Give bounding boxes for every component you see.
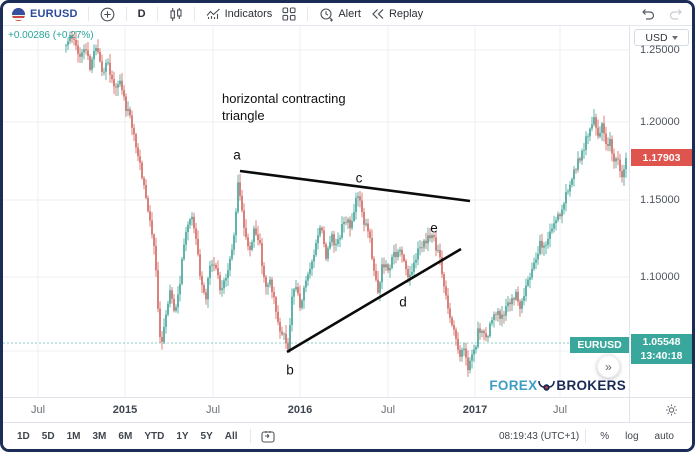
chart-style-button[interactable] xyxy=(164,3,188,25)
plus-circle-icon xyxy=(100,7,115,21)
indicators-label: Indicators xyxy=(224,8,273,20)
time-tick-label: 2017 xyxy=(462,404,488,416)
time-tick-label: 2015 xyxy=(112,404,138,416)
candlestick-icon xyxy=(170,7,182,21)
time-tick-label: 2016 xyxy=(287,404,313,416)
pattern-point-label: c xyxy=(356,171,363,186)
last-price-badge: 1.17903 xyxy=(631,149,692,166)
toolbar-right-group xyxy=(640,8,692,20)
price-change-label: +0.00286 (+0.27%) xyxy=(8,30,94,41)
range-button-5d[interactable]: 5D xyxy=(36,431,61,442)
range-button-1m[interactable]: 1M xyxy=(61,431,87,442)
alert-button[interactable]: Alert xyxy=(314,3,366,25)
currency-label: USD xyxy=(645,31,668,44)
pattern-point-label: a xyxy=(233,148,241,163)
annotation-title-line1: horizontal contracting xyxy=(222,91,346,106)
price-tick-label: 1.25000 xyxy=(640,44,680,56)
price-tick-label: 1.10000 xyxy=(640,271,680,283)
pattern-point-label: e xyxy=(430,221,438,236)
chevron-down-icon xyxy=(671,35,678,40)
gridlines xyxy=(3,26,629,397)
time-tick-label: Jul xyxy=(380,404,396,416)
range-button-1d[interactable]: 1D xyxy=(11,431,36,442)
pattern-annotation: a b c d e xyxy=(233,148,471,378)
chart-pane[interactable]: a b c d e +0.00286 (+0.27%) horizontal contr… xyxy=(3,26,629,397)
time-tick-label: Jul xyxy=(552,404,568,416)
chart-canvas[interactable]: a b c d e xyxy=(3,26,629,397)
compare-add-button[interactable] xyxy=(95,3,120,25)
toolbar-divider xyxy=(125,7,127,21)
symbol-price-time-badge: 1.05548 13:40:18 xyxy=(631,334,692,364)
watermark-brokers-text: BROKERS xyxy=(556,378,626,393)
scroll-to-realtime-button[interactable]: » xyxy=(597,355,620,378)
range-button-ytd[interactable]: YTD xyxy=(138,431,170,442)
bull-logo-icon xyxy=(538,380,556,391)
range-button-6m[interactable]: 6M xyxy=(112,431,138,442)
toolbar-divider xyxy=(156,7,158,21)
gear-icon xyxy=(666,404,677,416)
badge-price: 1.05548 xyxy=(642,336,681,348)
undo-icon xyxy=(642,9,655,20)
replay-label: Replay xyxy=(388,8,424,20)
range-button-5y[interactable]: 5Y xyxy=(195,431,219,442)
time-axis[interactable]: Jul 2015 Jul 2016 Jul 2017 Jul xyxy=(3,397,692,423)
bottom-divider xyxy=(585,429,587,443)
trendline[interactable] xyxy=(239,169,471,203)
redo-icon xyxy=(669,9,682,20)
forexbrokers-watermark: FOREX BROKERS xyxy=(489,378,626,393)
watermark-forex-text: FOREX xyxy=(489,378,538,393)
indicators-icon xyxy=(206,8,220,19)
scale-button-log[interactable]: log xyxy=(617,431,646,442)
bottom-toolbar: 1D 5D 1M 3M 6M YTD 1Y 5Y All 08:19:43 (UTC+1) % l… xyxy=(3,422,692,449)
range-button-1y[interactable]: 1Y xyxy=(170,431,194,442)
scale-button-auto[interactable]: auto xyxy=(647,431,682,442)
scale-buttons-group: % log auto xyxy=(592,431,682,442)
bottom-divider xyxy=(249,429,251,443)
interval-button[interactable]: D xyxy=(133,3,151,25)
replay-button[interactable]: Replay xyxy=(366,3,428,25)
range-button-3m[interactable]: 3M xyxy=(87,431,113,442)
candlestick-series xyxy=(65,31,627,377)
layout-grid-button[interactable] xyxy=(277,3,301,25)
toolbar-divider xyxy=(87,7,89,21)
price-tick-label: 1.20000 xyxy=(640,116,680,128)
annotation-title: horizontal contracting triangle xyxy=(222,90,346,124)
chart-settings-button[interactable] xyxy=(665,404,678,417)
chart-symbol-badge: EURUSD xyxy=(570,337,629,353)
go-to-date-icon xyxy=(261,430,275,443)
session-clock[interactable]: 08:19:43 (UTC+1) xyxy=(498,430,580,442)
top-toolbar: EURUSD D Indicators Alert Replay xyxy=(3,3,692,26)
price-axis[interactable]: USD 1.25000 1.20000 1.15000 1.10000 1.17903… xyxy=(629,26,692,397)
undo-button[interactable] xyxy=(640,8,655,20)
pattern-point-label: d xyxy=(399,295,407,310)
time-tick-label: Jul xyxy=(30,404,46,416)
time-tick-label: Jul xyxy=(205,404,221,416)
eurusd-flag-icon xyxy=(12,7,25,21)
alert-label: Alert xyxy=(338,8,361,20)
grid-layout-icon xyxy=(282,7,296,21)
range-buttons-group: 1D 5D 1M 3M 6M YTD 1Y 5Y All xyxy=(11,431,244,442)
indicators-button[interactable]: Indicators xyxy=(201,3,278,25)
alarm-clock-icon xyxy=(320,7,334,21)
pattern-point-label: b xyxy=(286,363,294,378)
badge-time: 13:40:18 xyxy=(640,350,683,362)
toolbar-divider xyxy=(307,7,309,21)
replay-rewind-icon xyxy=(372,9,384,19)
range-button-all[interactable]: All xyxy=(219,431,244,442)
price-tick-label: 1.15000 xyxy=(640,194,680,206)
scale-button-percent[interactable]: % xyxy=(592,431,617,442)
go-to-date-button[interactable] xyxy=(261,430,275,443)
bottom-right-group: 08:19:43 (UTC+1) % log auto xyxy=(499,429,682,443)
annotation-title-line2: triangle xyxy=(222,108,265,123)
toolbar-divider xyxy=(193,7,195,21)
symbol-name: EURUSD xyxy=(30,8,78,20)
trendline[interactable] xyxy=(286,247,462,354)
currency-selector[interactable]: USD xyxy=(634,29,689,46)
symbol-search-button[interactable]: EURUSD xyxy=(10,7,82,21)
redo-button[interactable] xyxy=(669,8,684,20)
